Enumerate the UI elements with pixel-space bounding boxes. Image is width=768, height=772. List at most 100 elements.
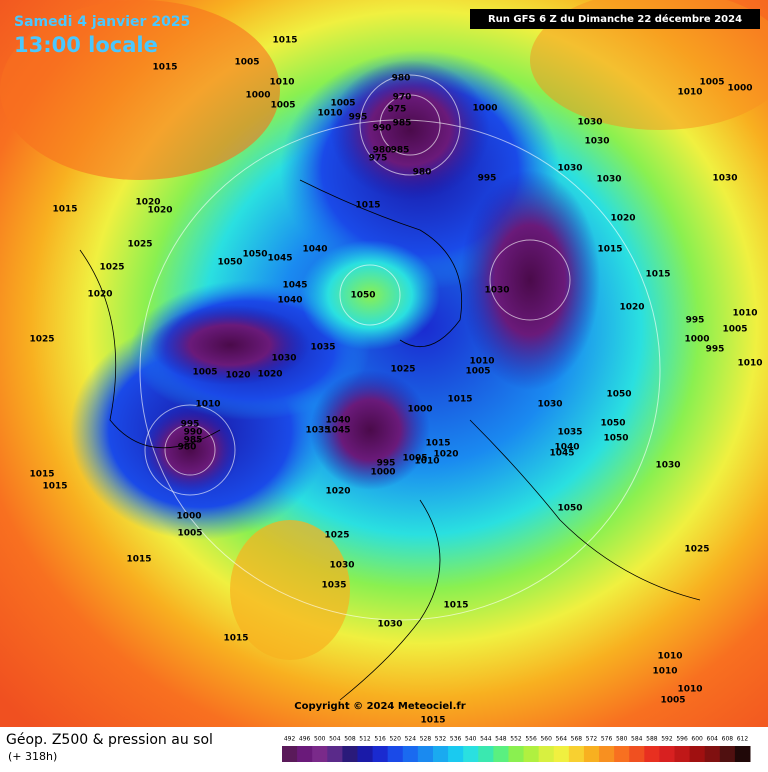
- isobar-label: 1030: [537, 400, 562, 410]
- isobar-label: 1035: [305, 426, 330, 436]
- isobar-label: 1040: [302, 245, 327, 255]
- isobar-label: 1045: [267, 254, 292, 264]
- isobar-label: 1015: [223, 634, 248, 644]
- scale-label: 576: [601, 736, 613, 743]
- scale-swatch: [312, 746, 328, 762]
- footer-title: Géop. Z500 & pression au sol: [6, 732, 213, 748]
- isobar-label: 1015: [52, 205, 77, 215]
- isobar-label: 1030: [712, 174, 737, 184]
- scale-label: 536: [450, 736, 462, 743]
- isobar-label: 1015: [447, 395, 472, 405]
- scale-label: 500: [314, 736, 326, 743]
- scale-label: 528: [420, 736, 432, 743]
- scale-label: 496: [299, 736, 311, 743]
- scale-label: 524: [405, 736, 417, 743]
- isobar-label: 995: [349, 113, 368, 123]
- isobar-label: 1005: [722, 325, 747, 335]
- isobar-label: 1040: [325, 416, 350, 426]
- isobar-label: 1030: [484, 286, 509, 296]
- scale-swatch: [674, 746, 691, 762]
- isobar-label: 995: [686, 316, 705, 326]
- scale-label: 584: [631, 736, 643, 743]
- scale-swatch: [342, 746, 358, 762]
- isobar-label: 1010: [652, 667, 677, 677]
- isobar-label: 1005: [177, 529, 202, 539]
- isobar-label: 1050: [557, 504, 582, 514]
- scale-label: 612: [737, 736, 749, 743]
- isobar-label: 1040: [277, 296, 302, 306]
- scale-swatch: [553, 746, 570, 762]
- isobar-label: 975: [388, 105, 407, 115]
- isobar-label: 1010: [657, 652, 682, 662]
- scale-swatch: [734, 746, 751, 762]
- isobar-label: 985: [184, 436, 203, 446]
- isobar-label: 1010: [677, 88, 702, 98]
- scale-label: 520: [389, 736, 401, 743]
- isobar-label: 1050: [603, 434, 628, 444]
- isobar-label: 1030: [329, 561, 354, 571]
- scale-label: 544: [480, 736, 492, 743]
- isobar-label: 1020: [147, 206, 172, 216]
- scale-label: 608: [722, 736, 734, 743]
- scale-label: 600: [691, 736, 703, 743]
- isobar-label: 1045: [549, 449, 574, 459]
- isobar-label: 1020: [619, 303, 644, 313]
- scale-label: 592: [661, 736, 673, 743]
- scale-swatch: [372, 746, 389, 762]
- scale-swatch: [508, 746, 525, 762]
- scale-label: 580: [616, 736, 628, 743]
- scale-label: 512: [359, 736, 371, 743]
- isobar-label: 1000: [407, 405, 432, 415]
- isobar-label: 1005: [660, 696, 685, 706]
- scale-swatch: [297, 746, 313, 762]
- isobar-label: 995: [478, 174, 497, 184]
- scale-label: 504: [329, 736, 341, 743]
- isobar-label: 1015: [272, 36, 297, 46]
- isobar-label: 1030: [584, 137, 609, 147]
- isobar-label: 1010: [195, 400, 220, 410]
- isobar-label: 1035: [557, 428, 582, 438]
- scale-swatch: [402, 746, 419, 762]
- scale-swatch: [704, 746, 721, 762]
- isobar-label: 1025: [324, 531, 349, 541]
- isobar-label: 1030: [377, 620, 402, 630]
- isobar-label: 1020: [87, 290, 112, 300]
- scale-swatch: [523, 746, 540, 762]
- isobar-label: 985: [393, 119, 412, 129]
- forecast-date: Samedi 4 janvier 2025: [14, 14, 190, 30]
- isobar-label: 1000: [370, 468, 395, 478]
- scale-swatch: [568, 746, 585, 762]
- scale-label: 604: [707, 736, 719, 743]
- isobar-label: 1015: [29, 470, 54, 480]
- isobar-label: 1025: [99, 263, 124, 273]
- scale-label: 548: [495, 736, 507, 743]
- isobar-label: 1015: [443, 601, 468, 611]
- scale-swatch: [432, 746, 449, 762]
- isobar-label: 1020: [135, 198, 160, 208]
- isobar-label: 980: [178, 443, 197, 453]
- isobar-label: 1005: [465, 367, 490, 377]
- scale-label: 596: [676, 736, 688, 743]
- isobar-label: 990: [184, 428, 203, 438]
- scale-swatch: [629, 746, 645, 762]
- isobar-label: 1015: [645, 270, 670, 280]
- isobar-label: 1030: [577, 118, 602, 128]
- isobar-label: 1005: [402, 454, 427, 464]
- isobar-label: 1025: [29, 335, 54, 345]
- run-banner: [470, 9, 760, 29]
- isobar-label: 1005: [192, 368, 217, 378]
- scale-swatch: [599, 746, 615, 762]
- scale-label: 552: [510, 736, 522, 743]
- isobar-label: 970: [393, 93, 412, 103]
- scale-swatch: [417, 746, 434, 762]
- isobar-label: 1015: [420, 716, 445, 726]
- isobar-label: 995: [181, 420, 200, 430]
- isobar-label: 1005: [270, 101, 295, 111]
- isobar-label: 975: [369, 154, 388, 164]
- isobar-label: 1000: [176, 512, 201, 522]
- isobar-label: 1005: [699, 78, 724, 88]
- scale-swatch: [463, 746, 479, 762]
- scale-swatch: [659, 746, 676, 762]
- scale-label: 560: [540, 736, 552, 743]
